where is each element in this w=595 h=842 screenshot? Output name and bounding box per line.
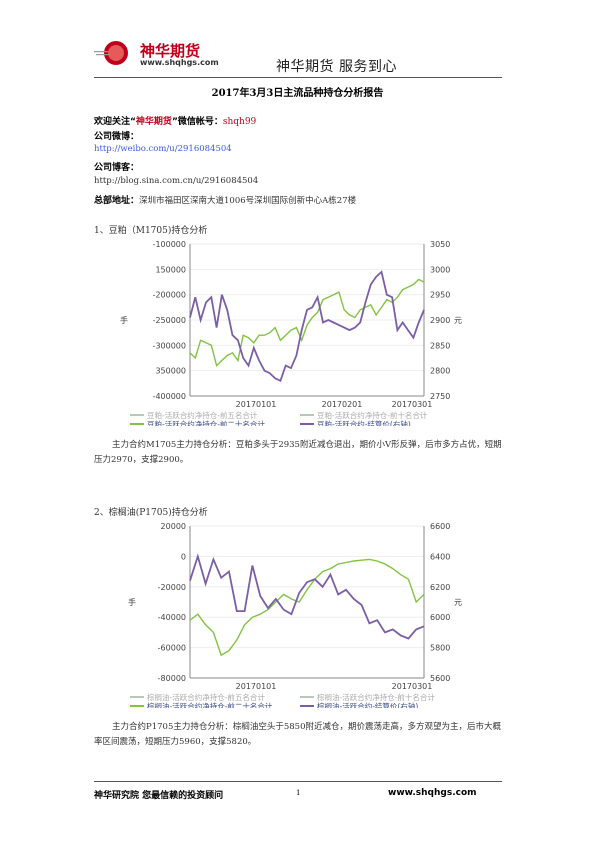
x-tick-label: 20170101 [236, 400, 277, 409]
section2-paragraph: 主力合约P1705主力持仓分析：棕榈油空头于5850附近减仓，期价震荡走高，多方… [94, 722, 501, 747]
y-right-tick-label: 2800 [430, 367, 450, 376]
header-slogan: 神华期货 服务到心 [276, 59, 397, 75]
y-right-tick-label: 3050 [430, 240, 450, 249]
y-left-tick-label: -200000 [153, 291, 186, 300]
legend-entry: 豆粕-活跃合约-结算价(右轴) [317, 419, 411, 426]
header-divider [94, 77, 502, 78]
y-right-axis-label: 元 [454, 316, 462, 325]
y-left-axis-label: 手 [128, 597, 136, 607]
follow-prefix: 欢迎关注“ [94, 117, 136, 127]
footer-url[interactable]: www.shqhgs.com [388, 788, 477, 798]
x-tick-label: 20170101 [236, 682, 277, 691]
y-right-tick-label: 2750 [430, 392, 450, 401]
y-left-tick-label: -20000 [158, 583, 186, 592]
series-line [189, 558, 425, 657]
footer-divider [94, 781, 502, 782]
legend-entry: 豆粕-活跃合约净持仓-前十名合计 [317, 410, 428, 420]
brand-url: www.shqhgs.com [140, 58, 219, 67]
legend-entry: 棕榈油-活跃合约净持仓-前五名合计 [147, 692, 265, 702]
y-right-tick-label: 6400 [430, 552, 450, 561]
y-left-axis-label: 手 [120, 315, 128, 325]
follow-line: 欢迎关注“神华期货”微信帐号：shqh99 [94, 114, 256, 127]
y-left-tick-label: -40000 [158, 613, 186, 622]
y-left-tick-label: -60000 [158, 644, 186, 653]
address-text: 深圳市福田区深南大道1006号深圳国际创新中心A栋27楼 [139, 196, 357, 206]
brand-name: 神华期货 [140, 42, 201, 60]
follow-name: 神华期货 [135, 117, 172, 127]
y-left-tick-label: -250000 [153, 316, 186, 325]
y-right-tick-label: 5800 [430, 644, 450, 653]
chart-background [94, 518, 502, 708]
y-right-tick-label: 2900 [430, 316, 450, 325]
series-line [189, 270, 425, 383]
series-line [189, 553, 425, 640]
x-tick-label: 20170301 [392, 400, 433, 409]
series-line [189, 278, 425, 367]
legend-entry: 棕榈油-活跃合约净持仓-前十名合计 [317, 692, 435, 702]
y-left-tick-label: 150000 [155, 265, 186, 274]
y-right-tick-label: 6000 [430, 613, 450, 622]
y-right-tick-label: 5600 [430, 674, 450, 683]
section2-heading: 2、棕榈油(P1705)持仓分析 [94, 508, 208, 518]
company-logo-icon [94, 41, 128, 65]
legend-entry: 豆粕-活跃合约净持仓-前五名合计 [147, 410, 258, 420]
address-label: 总部地址： [94, 196, 140, 206]
weibo-link[interactable]: http://weibo.com/u/2916084504 [94, 144, 232, 154]
legend-entry: 棕榈油-活跃合约净持仓-前二十名合计 [147, 701, 273, 708]
palm-oil-chart: 20000 0 -20000 -40000 -60000 -80000 6600 6400 62… [94, 518, 502, 708]
page-title: 2017年3月3日主流品种持仓分析报告 [211, 88, 384, 99]
y-left-tick-label: 0 [181, 552, 186, 561]
section1-heading: 1、豆粕（M1705)持仓分析 [94, 226, 208, 236]
y-right-tick-label: 6600 [430, 522, 450, 531]
blog-link[interactable]: http://blog.sina.com.cn/u/2916084504 [94, 176, 259, 186]
soymeal-chart: -100000 150000 -200000 -250000 -300000 350000… [94, 236, 502, 426]
y-left-tick-label: -80000 [158, 674, 186, 683]
legend-entry: 豆粕-活跃合约净持仓-前二十名合计 [147, 419, 265, 426]
page-number: 1 [296, 789, 301, 797]
y-left-tick-label: -400000 [153, 392, 186, 401]
wechat-id: shqh99 [222, 117, 257, 127]
y-right-tick-label: 2850 [430, 341, 450, 350]
y-right-tick-label: 3000 [430, 265, 450, 274]
y-right-tick-label: 2950 [430, 291, 450, 300]
blog-label: 公司博客： [94, 163, 140, 173]
follow-suffix: ”微信帐号： [171, 117, 223, 127]
y-left-tick-label: -100000 [153, 240, 186, 249]
y-right-tick-label: 6200 [430, 583, 450, 592]
y-left-tick-label: -300000 [153, 341, 186, 350]
address-line: 总部地址：深圳市福田区深南大道1006号深圳国际创新中心A栋27楼 [94, 193, 356, 206]
weibo-label: 公司微博： [94, 132, 140, 142]
legend-entry: 棕榈油-活跃合约-结算价(右轴) [317, 701, 418, 708]
y-left-tick-label: 350000 [155, 367, 186, 376]
section1-paragraph: 主力合约M1705主力持仓分析：豆粕多头于2935附近减仓退出，期价小V形反弹，… [94, 440, 502, 465]
footer-left: 神华研究院 您最信赖的投资顾问 [94, 791, 224, 801]
x-tick-label: 20170301 [392, 682, 433, 691]
y-right-axis-label: 元 [454, 598, 462, 607]
y-left-tick-label: 20000 [161, 522, 186, 531]
x-tick-label: 20170201 [322, 400, 363, 409]
